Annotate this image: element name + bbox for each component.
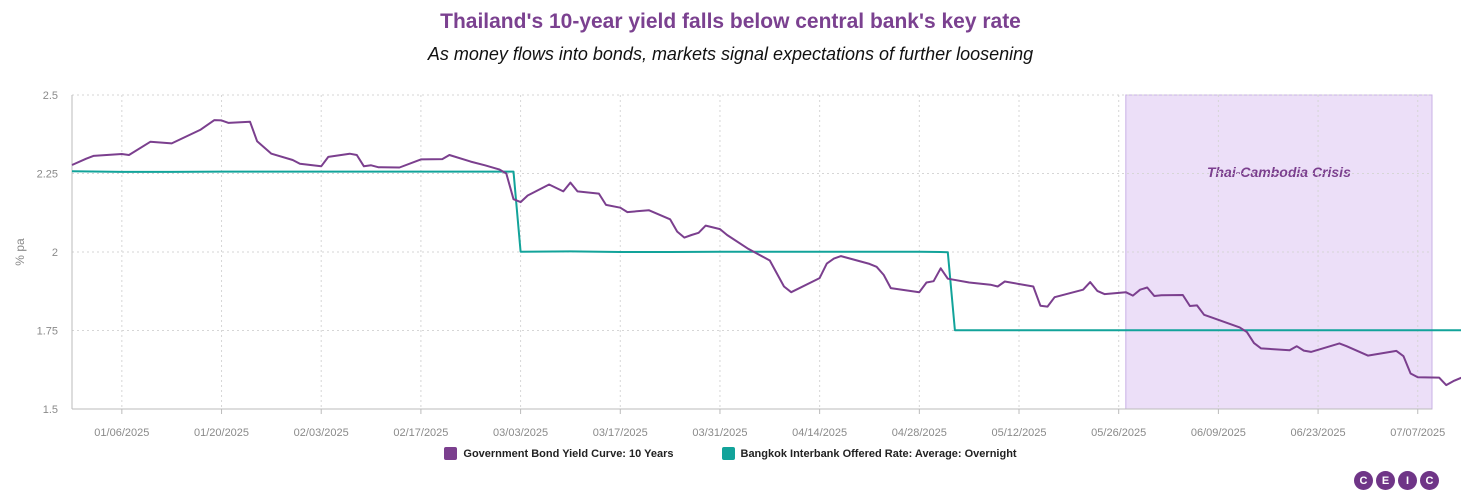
legend-swatch-bond-yield <box>444 447 458 460</box>
chart-title: Thailand's 10-year yield falls below cen… <box>440 10 1021 33</box>
x-tick-label: 01/06/2025 <box>94 427 149 439</box>
legend-item-bond-yield[interactable]: Government Bond Yield Curve: 10 Years <box>444 447 674 460</box>
y-tick-label: 1.75 <box>37 326 58 338</box>
y-tick-label: 2.5 <box>43 90 58 102</box>
logo-letter: E <box>1376 471 1395 490</box>
y-tick-label: 1.5 <box>43 404 58 416</box>
series-line-bibor <box>71 170 1461 332</box>
y-tick-label: 2.25 <box>37 169 58 181</box>
legend-label-bibor: Bangkok Interbank Offered Rate: Average:… <box>740 447 1017 460</box>
x-tick-label: 03/03/2025 <box>493 427 548 439</box>
x-tick-label: 06/09/2025 <box>1191 427 1246 439</box>
x-tick-label: 05/12/2025 <box>991 427 1046 439</box>
logo-letter: C <box>1420 471 1439 490</box>
legend-label-bond-yield: Government Bond Yield Curve: 10 Years <box>463 447 674 460</box>
logo-letter: C <box>1354 471 1373 490</box>
x-tick-label: 03/31/2025 <box>692 427 747 439</box>
x-tick-label: 02/03/2025 <box>294 427 349 439</box>
ceic-logo: C E I C <box>1354 471 1439 490</box>
legend-swatch-bibor <box>721 447 735 460</box>
logo-letter: I <box>1398 471 1417 490</box>
x-tick-label: 07/07/2025 <box>1390 427 1445 439</box>
y-tick-label: 2 <box>52 247 58 259</box>
x-tick-label: 04/14/2025 <box>792 427 847 439</box>
x-tick-label: 02/17/2025 <box>393 427 448 439</box>
x-tick-label: 04/28/2025 <box>892 427 947 439</box>
chart-subtitle: As money flows into bonds, markets signa… <box>427 44 1034 64</box>
legend-item-bibor[interactable]: Bangkok Interbank Offered Rate: Average:… <box>721 447 1017 460</box>
legend: Government Bond Yield Curve: 10 Years Ba… <box>0 447 1461 460</box>
x-tick-label: 06/23/2025 <box>1291 427 1346 439</box>
x-tick-label: 01/20/2025 <box>194 427 249 439</box>
x-tick-label: 03/17/2025 <box>593 427 648 439</box>
y-axis-label: % pa <box>13 238 27 266</box>
series-line-bond-yield <box>71 119 1461 387</box>
crisis-band-label: Thai-Cambodia Crisis <box>1207 164 1351 180</box>
x-tick-label: 05/26/2025 <box>1091 427 1146 439</box>
